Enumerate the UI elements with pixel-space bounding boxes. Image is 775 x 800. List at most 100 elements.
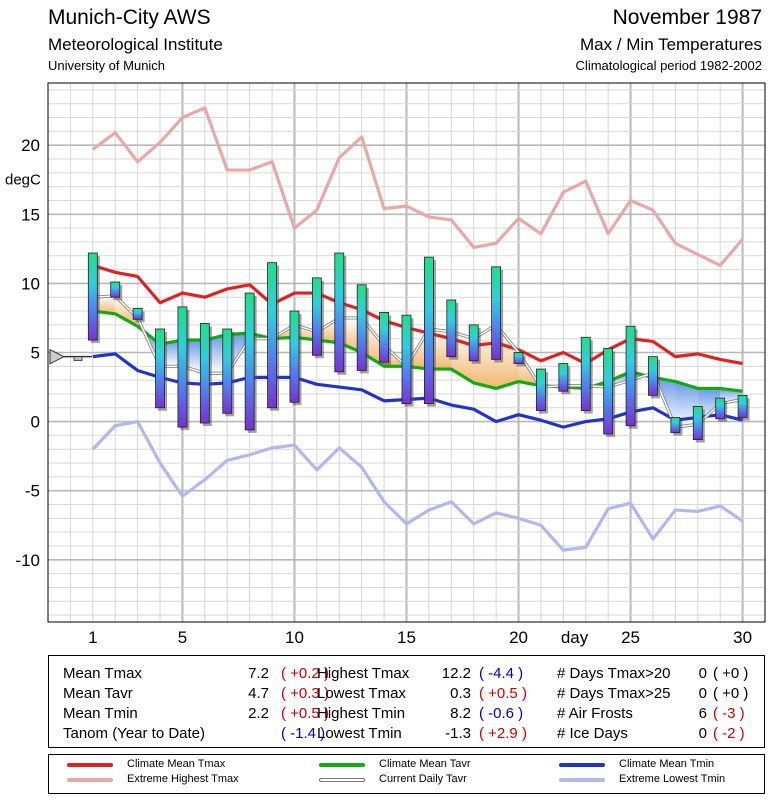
x-axis-label: day xyxy=(561,628,589,647)
month-title: November 1987 xyxy=(612,6,762,29)
stat-mean-tmax-label: Mean Tmax xyxy=(63,665,142,682)
legend-label-climate-mean-tmin: Climate Mean Tmin xyxy=(619,758,715,770)
daily-temperature-bar xyxy=(401,314,412,405)
x-tick-label: 30 xyxy=(733,628,752,647)
university-name: University of Munich xyxy=(48,58,166,73)
daily-temperature-bar xyxy=(267,262,277,409)
stat-days-tmax-25-label: # Days Tmax>25 xyxy=(557,685,671,702)
stat-ice-days-label: # Ice Days xyxy=(557,725,628,742)
legend-label-current-daily-tavr: Current Daily Tavr xyxy=(379,773,467,785)
stat-days-tmax-20-label: # Days Tmax>20 xyxy=(557,665,671,682)
stat-tanom-ytd-label: Tanom (Year to Date) xyxy=(63,725,206,742)
daily-temperature-bar xyxy=(244,292,255,431)
stat-days-tmax-25-anomaly: ( +0 ) xyxy=(713,685,749,702)
daily-temperature-bar xyxy=(379,312,389,363)
daily-temperature-bar xyxy=(737,394,748,418)
daily-temperature-bar xyxy=(513,352,524,364)
legend-label-extreme-highest-tmax: Extreme Highest Tmax xyxy=(127,773,239,785)
daily-temperature-bar xyxy=(222,328,233,414)
daily-temperature-bar xyxy=(625,325,636,427)
plot-border xyxy=(47,82,766,623)
stat-lowest-tmax-value: 0.3 xyxy=(450,685,471,702)
stat-mean-tmin-anomaly: ( +0.5 ) xyxy=(281,705,329,722)
stat-lowest-tmax-label: Lowest Tmax xyxy=(317,685,406,702)
cold-anomaly-fill xyxy=(675,381,698,428)
daily-temperature-bar xyxy=(424,256,434,405)
stat-lowest-tmin-label: Lowest Tmin xyxy=(317,725,402,742)
daily-temperature-bar xyxy=(311,277,322,356)
stat-air-frosts-label: # Air Frosts xyxy=(557,705,633,722)
stat-ice-days-value: 0 xyxy=(698,725,707,742)
stat-mean-tmin-value: 2.2 xyxy=(248,705,269,722)
daily-temperature-bar xyxy=(468,324,479,362)
stat-highest-tmin-label: Highest Tmin xyxy=(317,705,406,722)
daily-temperature-bar xyxy=(491,266,502,360)
climate-period: Climatological period 1982-2002 xyxy=(575,58,762,73)
stat-lowest-tmin-anomaly: ( +2.9 ) xyxy=(479,725,527,742)
legend-swatch-extreme-lowest-tmin xyxy=(559,778,605,782)
x-tick-label: 25 xyxy=(621,628,640,647)
daily-temperature-bar xyxy=(580,336,591,411)
stat-mean-tmax-value: 7.2 xyxy=(248,665,269,682)
series-extreme-lowest-tmin xyxy=(91,420,744,552)
stat-mean-tavr-value: 4.7 xyxy=(248,685,269,702)
x-tick-label: 1 xyxy=(88,628,97,647)
daily-temperature-bar xyxy=(289,310,300,403)
legend-swatch-climate-mean-tmin xyxy=(559,763,605,767)
stat-air-frosts-anomaly: ( -3 ) xyxy=(713,705,745,722)
x-tick-label: 10 xyxy=(285,628,304,647)
stat-mean-tavr-label: Mean Tavr xyxy=(63,685,133,702)
institute-name: Meteorological Institute xyxy=(48,35,223,54)
stat-highest-tmax-label: Highest Tmax xyxy=(317,665,410,682)
legend-swatch-current-daily-tavr xyxy=(319,778,365,782)
y-tick-label: 5 xyxy=(31,344,40,363)
y-axis-label: degC xyxy=(5,172,41,189)
daily-temperature-bar xyxy=(446,299,457,358)
daily-temperature-bar xyxy=(110,281,121,298)
stat-air-frosts-value: 6 xyxy=(698,705,707,722)
legend-swatch-climate-mean-tavr xyxy=(319,763,365,767)
daily-temperature-bar xyxy=(536,368,546,411)
daily-temperature-bar xyxy=(692,405,703,440)
x-tick-label: 5 xyxy=(178,628,187,647)
stat-days-tmax-20-anomaly: ( +0 ) xyxy=(713,665,749,682)
stat-mean-tmin-label: Mean Tmin xyxy=(63,705,138,722)
stat-highest-tmin-anomaly: ( -0.6 ) xyxy=(479,705,524,722)
stat-highest-tmax-value: 12.2 xyxy=(441,665,471,682)
x-tick-label: 20 xyxy=(509,628,528,647)
daily-temperature-bar xyxy=(155,328,165,409)
y-tick-label: 15 xyxy=(21,205,40,224)
stat-ice-days-anomaly: ( -2 ) xyxy=(713,725,745,742)
daily-temperature-bar xyxy=(558,363,569,392)
chart-legend: Climate Mean Tmax Extreme Highest Tmax C… xyxy=(48,754,765,794)
stat-days-tmax-25-value: 0 xyxy=(698,685,707,702)
daily-temperature-bar xyxy=(603,347,614,435)
y-tick-label: 0 xyxy=(31,413,40,432)
tanom-arrow-head xyxy=(49,348,66,365)
x-tick-label: 15 xyxy=(397,628,416,647)
daily-temperature-bar xyxy=(87,252,98,341)
y-tick-label: -5 xyxy=(25,482,40,501)
daily-temperature-bar xyxy=(670,417,681,434)
daily-temperature-bar xyxy=(648,356,658,396)
daily-temperature-bar xyxy=(356,284,367,371)
series-extreme-highest-tmax xyxy=(91,106,744,268)
daily-temperature-bar xyxy=(132,307,143,320)
legend-label-climate-mean-tavr: Climate Mean Tavr xyxy=(379,758,471,770)
tanom-arrow-marker xyxy=(49,348,92,365)
legend-swatch-climate-mean-tmax xyxy=(67,763,113,767)
stat-lowest-tmin-value: -1.3 xyxy=(445,725,471,742)
y-tick-label: -10 xyxy=(15,551,40,570)
legend-swatch-extreme-highest-tmax xyxy=(67,778,113,782)
daily-temperature-bar xyxy=(199,323,210,424)
stat-lowest-tmax-anomaly: ( +0.5 ) xyxy=(479,685,527,702)
monthly-statistics-panel: Mean Tmax 7.2 ( +0.2 ) Highest Tmax 12.2… xyxy=(48,655,765,748)
daily-temperature-bar xyxy=(177,306,188,428)
y-tick-label: 10 xyxy=(21,274,40,293)
tanom-arrow-tick xyxy=(73,356,83,362)
stat-highest-tmax-anomaly: ( -4.4 ) xyxy=(479,665,524,682)
legend-label-extreme-lowest-tmin: Extreme Lowest Tmin xyxy=(619,773,726,785)
daily-temperature-bar xyxy=(715,397,726,420)
stat-mean-tavr-anomaly: ( +0.3 ) xyxy=(281,685,329,702)
